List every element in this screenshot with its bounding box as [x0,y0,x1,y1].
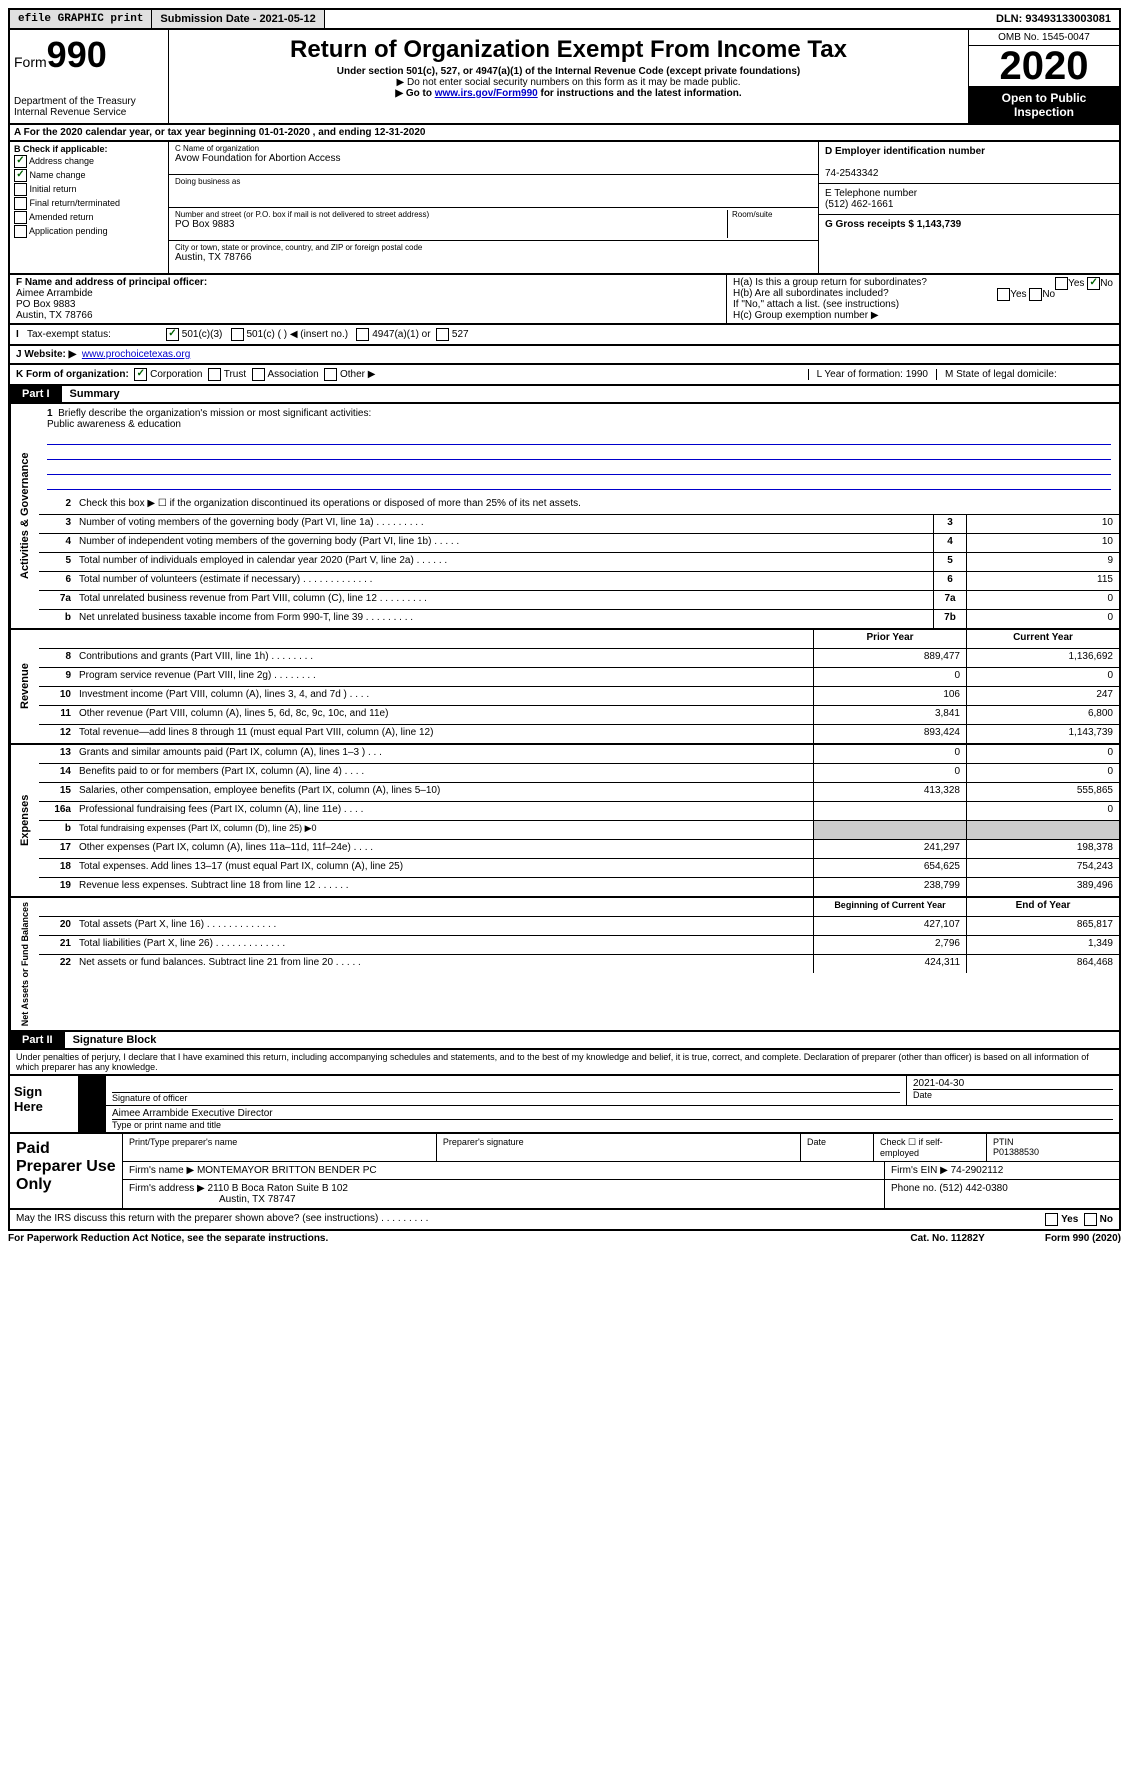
cb-application[interactable]: Application pending [14,225,164,238]
ptin: P01388530 [993,1147,1039,1157]
dln: DLN: 93493133003081 [988,10,1119,28]
part-1-header: Part I Summary [8,386,1121,404]
cb-other[interactable] [324,368,337,381]
mission-block: 1 Briefly describe the organization's mi… [39,404,1119,496]
table-row: 10Investment income (Part VIII, column (… [39,687,1119,706]
table-row: 16aProfessional fundraising fees (Part I… [39,802,1119,821]
year-formation: L Year of formation: 1990 [808,369,936,380]
section-a-period: A For the 2020 calendar year, or tax yea… [8,125,1121,142]
revenue-label: Revenue [10,630,39,743]
table-row: 5Total number of individuals employed in… [39,553,1119,572]
irs-label: Internal Revenue Service [14,107,164,118]
efile-print-button[interactable]: efile GRAPHIC print [10,10,152,28]
cb-501c[interactable] [231,328,244,341]
table-row: 17Other expenses (Part IX, column (A), l… [39,840,1119,859]
table-row: 3Number of voting members of the governi… [39,515,1119,534]
address-row: Number and street (or P.O. box if mail i… [169,208,818,241]
col-b-checkboxes: B Check if applicable: Address change Na… [10,142,169,273]
gross-receipts: G Gross receipts $ 1,143,739 [819,215,1119,234]
cb-name-change[interactable]: Name change [14,169,164,182]
form-header: Form990 Department of the Treasury Inter… [8,30,1121,125]
table-row: 8Contributions and grants (Part VIII, li… [39,649,1119,668]
netassets-section: Net Assets or Fund Balances Beginning of… [8,898,1121,1032]
cb-final-return[interactable]: Final return/terminated [14,197,164,210]
cb-assoc[interactable] [252,368,265,381]
website-link[interactable]: www.prochoicetexas.org [82,349,190,360]
table-row: 19Revenue less expenses. Subtract line 1… [39,878,1119,896]
governance-section: Activities & Governance 1 Briefly descri… [8,404,1121,630]
footer-right: Form 990 (2020) [1045,1233,1121,1244]
dba-row: Doing business as [169,175,818,208]
table-row: 15Salaries, other compensation, employee… [39,783,1119,802]
info-block: B Check if applicable: Address change Na… [8,142,1121,275]
cb-4947[interactable] [356,328,369,341]
cb-initial-return[interactable]: Initial return [14,183,164,196]
table-row: 20Total assets (Part X, line 16) . . . .… [39,917,1119,936]
cb-corp[interactable] [134,368,147,381]
mission-text: Public awareness & education [47,419,181,430]
ein-row: D Employer identification number 74-2543… [819,142,1119,184]
table-row: 22Net assets or fund balances. Subtract … [39,955,1119,973]
table-row: bNet unrelated business taxable income f… [39,610,1119,628]
h-b-note: If "No," attach a list. (see instruction… [733,299,1113,310]
cb-address-change[interactable]: Address change [14,155,164,168]
cb-527[interactable] [436,328,449,341]
q2: Check this box ▶ ☐ if the organization d… [75,496,1119,514]
discuss-row: May the IRS discuss this return with the… [8,1210,1121,1231]
table-row: 12Total revenue—add lines 8 through 11 (… [39,725,1119,743]
table-row: 9Program service revenue (Part VIII, lin… [39,668,1119,687]
h-a: H(a) Is this a group return for subordin… [733,277,1113,288]
table-row: 21Total liabilities (Part X, line 26) . … [39,936,1119,955]
irs-link[interactable]: www.irs.gov/Form990 [435,88,538,99]
footer-left: For Paperwork Reduction Act Notice, see … [8,1233,328,1244]
cb-trust[interactable] [208,368,221,381]
expenses-label: Expenses [10,745,39,896]
paid-preparer-block: Paid Preparer Use Only Print/Type prepar… [8,1134,1121,1210]
note-link: ▶ Go to www.irs.gov/Form990 for instruct… [173,88,964,99]
netassets-label: Net Assets or Fund Balances [10,898,39,1030]
h-c: H(c) Group exemption number ▶ [733,310,1113,321]
table-row: 11Other revenue (Part VIII, column (A), … [39,706,1119,725]
officer-name: Aimee Arrambide [16,288,93,299]
expenses-section: Expenses 13Grants and similar amounts pa… [8,745,1121,898]
city-row: City or town, state or province, country… [169,241,818,273]
table-row: 13Grants and similar amounts paid (Part … [39,745,1119,764]
fgh-block: F Name and address of principal officer:… [8,275,1121,325]
table-row: bTotal fundraising expenses (Part IX, co… [39,821,1119,840]
firm-phone: (512) 442-0380 [939,1183,1007,1194]
line-j-website: J Website: ▶ www.prochoicetexas.org [8,346,1121,365]
cb-501c3[interactable] [166,328,179,341]
firm-ein: 74-2902112 [951,1165,1004,1176]
org-name: Avow Foundation for Abortion Access [175,153,812,164]
dept-treasury: Department of the Treasury [14,96,164,107]
governance-label: Activities & Governance [10,404,39,628]
table-row: 6Total number of volunteers (estimate if… [39,572,1119,591]
firm-name: MONTEMAYOR BRITTON BENDER PC [197,1165,377,1176]
submission-date: Submission Date - 2021-05-12 [152,10,324,28]
open-public-badge: Open to Public Inspection [969,87,1119,123]
form-number: Form990 [14,34,164,76]
cb-amended[interactable]: Amended return [14,211,164,224]
revenue-section: Revenue Prior Year Current Year 8Contrib… [8,630,1121,745]
phone-row: E Telephone number (512) 462-1661 [819,184,1119,215]
line-k: K Form of organization: Corporation Trus… [8,365,1121,386]
line-i-tax-status: I Tax-exempt status: 501(c)(3) 501(c) ( … [8,325,1121,346]
table-row: 18Total expenses. Add lines 13–17 (must … [39,859,1119,878]
table-row: 4Number of independent voting members of… [39,534,1119,553]
perjury-statement: Under penalties of perjury, I declare th… [8,1050,1121,1076]
part-2-header: Part II Signature Block [8,1032,1121,1050]
firm-addr: 2110 B Boca Raton Suite B 102 [208,1183,348,1194]
state-domicile: M State of legal domicile: [936,369,1113,380]
form-subtitle: Under section 501(c), 527, or 4947(a)(1)… [173,66,964,77]
table-row: 14Benefits paid to or for members (Part … [39,764,1119,783]
note-ssn: ▶ Do not enter social security numbers o… [173,77,964,88]
form-title: Return of Organization Exempt From Incom… [173,36,964,64]
officer-signature-name: Aimee Arrambide Executive Director [112,1108,1113,1119]
sign-block: Sign Here Signature of officer 2021-04-3… [8,1076,1121,1134]
top-bar: efile GRAPHIC print Submission Date - 20… [8,8,1121,30]
org-name-row: C Name of organization Avow Foundation f… [169,142,818,175]
tax-year: 2020 [969,46,1119,87]
footer-mid: Cat. No. 11282Y [910,1233,984,1244]
table-row: 7aTotal unrelated business revenue from … [39,591,1119,610]
